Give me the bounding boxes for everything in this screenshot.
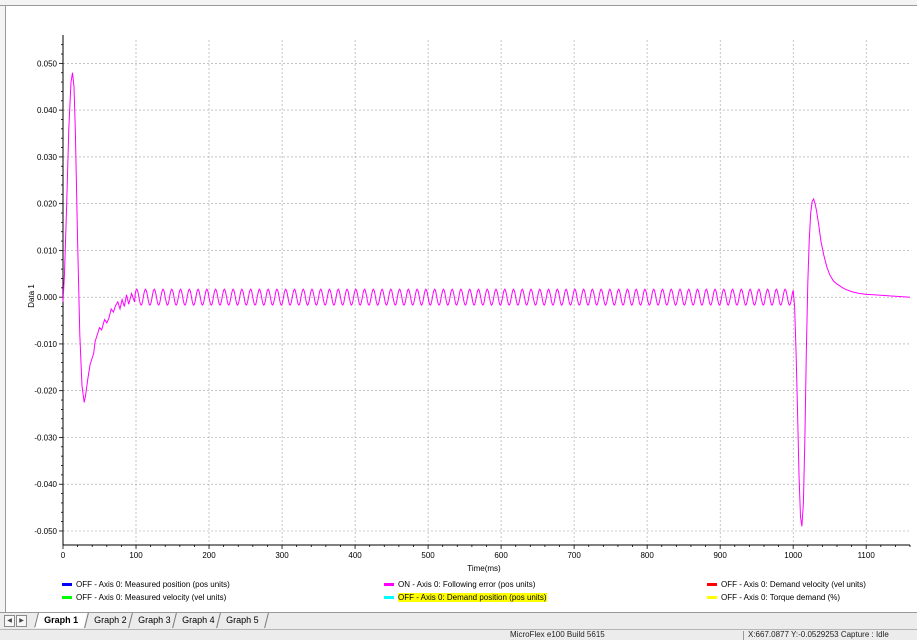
axes: [59, 35, 911, 549]
status-bar: MicroFlex e100 Build 5615 X:667.0877 Y:-…: [0, 629, 917, 640]
legend-swatch: [384, 596, 394, 599]
x-tick-labels: 0 100 200 300 400 500 600 700 800 900 1000 1100: [61, 551, 876, 560]
y-tick-label: -0.050: [34, 527, 57, 536]
graph-plot[interactable]: 0 100 200 300 400 500 600 700 800 900 1000 1100 0.0…: [0, 0, 917, 576]
x-tick-label: 500: [421, 551, 435, 560]
status-separator: [743, 631, 744, 640]
tab-scroll-left-button[interactable]: ◀: [4, 615, 15, 627]
x-tick-label: 100: [129, 551, 143, 560]
y-tick-label: -0.020: [34, 387, 57, 396]
legend-item-torque-demand[interactable]: OFF - Axis 0: Torque demand (%): [707, 592, 840, 603]
legend-item-following-error[interactable]: ON - Axis 0: Following error (pos units): [384, 579, 535, 590]
window-top-border: [0, 0, 917, 6]
legend-item-demand-position[interactable]: OFF - Axis 0: Demand position (pos units…: [384, 592, 547, 603]
y-tick-label: -0.010: [34, 340, 57, 349]
graph-tab-bar: ◀ ▶ Graph 1 Graph 2 Graph 3 Graph 4 Grap…: [0, 612, 917, 629]
y-tick-label: -0.030: [34, 433, 57, 442]
x-tick-label: 300: [275, 551, 289, 560]
legend-label: OFF - Axis 0: Demand position (pos units…: [398, 593, 547, 602]
x-tick-label: 1000: [784, 551, 802, 560]
legend-label: OFF - Axis 0: Torque demand (%): [721, 593, 841, 602]
y-tick-label: 0.010: [37, 246, 58, 255]
legend: OFF - Axis 0: Measured position (pos uni…: [0, 576, 917, 606]
legend-item-measured-position[interactable]: OFF - Axis 0: Measured position (pos uni…: [62, 579, 230, 590]
chevron-right-icon: ▶: [19, 618, 24, 624]
grid-lines: [62, 40, 910, 545]
series-layer: [62, 72, 911, 527]
legend-swatch: [707, 583, 717, 586]
legend-label: OFF - Axis 0: Measured position (pos uni…: [76, 580, 230, 589]
y-tick-label: 0.000: [37, 293, 58, 302]
legend-item-demand-velocity[interactable]: OFF - Axis 0: Demand velocity (vel units…: [707, 579, 866, 590]
window-left-border: [0, 6, 6, 612]
x-axis-label: Time(ms): [467, 564, 501, 573]
legend-label: OFF - Axis 0: Measured velocity (vel uni…: [76, 593, 227, 602]
y-tick-label: -0.040: [34, 480, 57, 489]
legend-item-measured-velocity[interactable]: OFF - Axis 0: Measured velocity (vel uni…: [62, 592, 226, 603]
tab-graph-5[interactable]: Graph 5: [216, 613, 269, 628]
y-axis-label: Data 1: [27, 284, 36, 308]
y-tick-labels: 0.050 0.040 0.030 0.020 0.010 0.000 -0.010 -0.0…: [34, 59, 57, 536]
series-line-following-error: [62, 72, 911, 527]
legend-label: ON - Axis 0: Following error (pos units): [398, 580, 536, 589]
legend-swatch: [384, 583, 394, 586]
x-tick-label: 900: [713, 551, 727, 560]
x-tick-label: 600: [494, 551, 508, 560]
legend-swatch: [62, 583, 72, 586]
y-tick-label: 0.040: [37, 106, 58, 115]
legend-swatch: [707, 596, 717, 599]
tab-graph-1[interactable]: Graph 1: [34, 613, 87, 628]
chevron-left-icon: ◀: [7, 618, 12, 624]
status-cursor-coordinates: X:667.0877 Y:-0.0529253 Capture : Idle: [748, 630, 889, 639]
y-tick-label: 0.020: [37, 200, 58, 209]
x-tick-label: 1100: [858, 551, 876, 560]
y-tick-label: 0.050: [37, 59, 58, 68]
x-tick-label: 800: [640, 551, 654, 560]
status-app-build: MicroFlex e100 Build 5615: [510, 630, 605, 639]
x-tick-label: 0: [61, 551, 66, 560]
x-tick-label: 400: [348, 551, 362, 560]
y-tick-label: 0.030: [37, 153, 58, 162]
legend-swatch: [62, 596, 72, 599]
x-tick-label: 700: [567, 551, 581, 560]
tab-scroll-right-button[interactable]: ▶: [16, 615, 27, 627]
x-tick-label: 200: [202, 551, 216, 560]
legend-label: OFF - Axis 0: Demand velocity (vel units…: [721, 580, 866, 589]
